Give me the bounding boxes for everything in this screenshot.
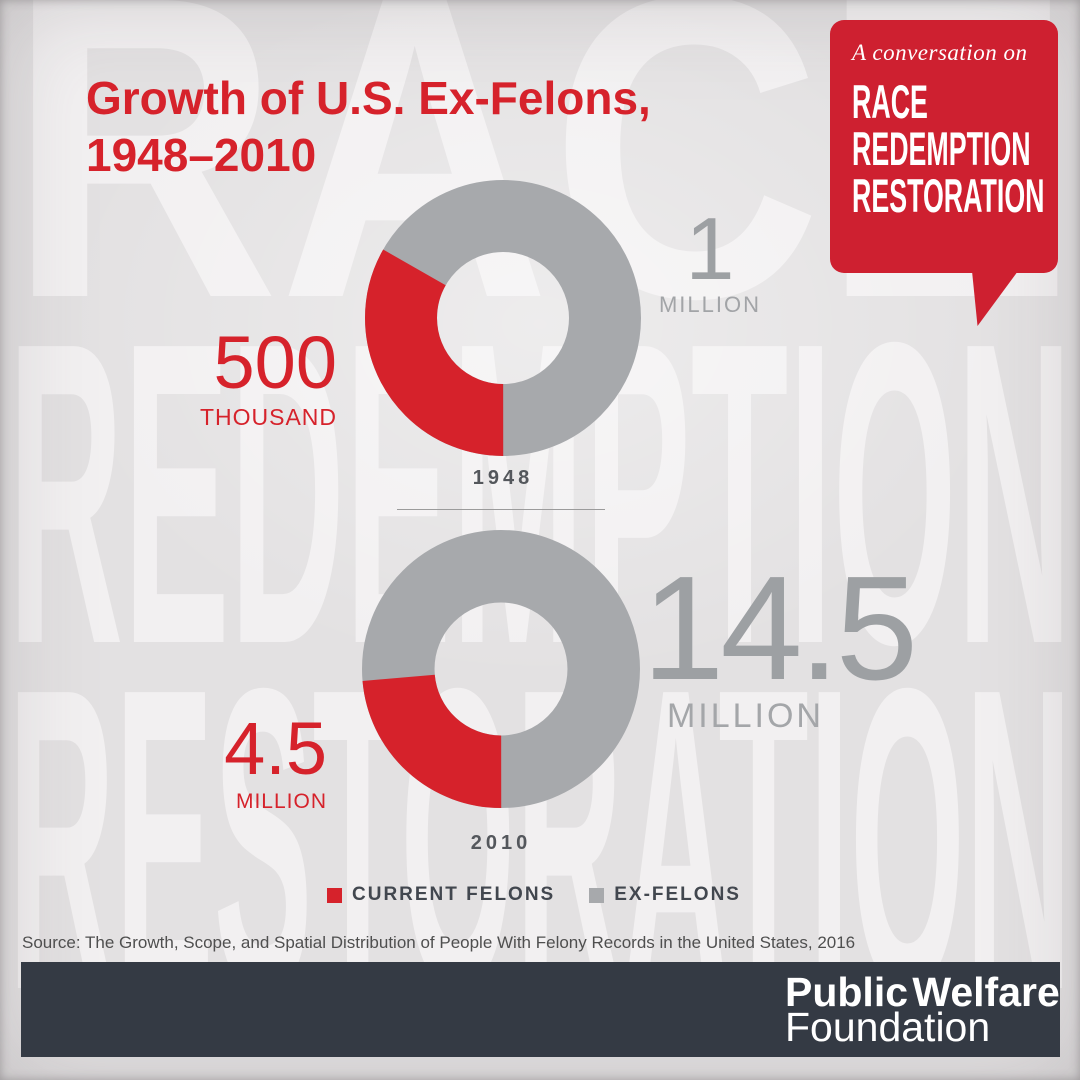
value-number: 1: [685, 199, 735, 298]
legend-swatch-ex-felons: [589, 887, 605, 903]
title-line-1: Growth of U.S. Ex-Felons,: [86, 72, 651, 124]
chart-legend: CURRENT FELONS EX-FELONS: [327, 884, 741, 906]
legend-label: CURRENT FELONS: [352, 884, 556, 905]
logo-line-2: Foundation: [785, 1004, 991, 1050]
badge-headline: RACE REDEMPTION RESTORATION: [852, 78, 1080, 219]
value-number: 500: [213, 321, 337, 404]
page-title: Growth of U.S. Ex-Felons, 1948–2010: [86, 70, 651, 184]
donut-chart-1948: [365, 180, 641, 456]
legend-item-ex-felons: EX-FELONS: [589, 884, 741, 906]
legend-label: EX-FELONS: [614, 884, 741, 905]
current-felons-arc: [362, 530, 640, 808]
badge-word-race: RACE: [852, 75, 928, 128]
chart-divider-line: [397, 509, 605, 510]
value-number: 14.5: [642, 546, 918, 711]
chart-year-label-2010: 2010: [470, 832, 532, 854]
legend-swatch-current-felons: [327, 887, 342, 903]
badge-eyebrow: A conversation on: [852, 40, 1028, 65]
chart-year-label-1948: 1948: [472, 467, 534, 489]
value-unit: THOUSAND: [199, 404, 337, 430]
logo-line-1: Public Welfare: [785, 969, 1060, 1015]
value-unit: MILLION: [658, 292, 762, 317]
footer-bar: Public Welfare Foundation: [21, 962, 1060, 1057]
current-felons-arc: [365, 180, 641, 456]
value-unit: MILLION: [235, 790, 327, 813]
source-citation: Source: The Growth, Scope, and Spatial D…: [22, 933, 856, 952]
value-1948-current: 500 THOUSAND: [199, 321, 337, 431]
watermark-word-redemption: REDEMPTION: [8, 254, 1072, 734]
title-line-2: 1948–2010: [86, 129, 317, 181]
badge-word-restoration: RESTORATION: [852, 169, 1045, 222]
value-1948-exfelons: 1 MILLION: [652, 199, 768, 318]
value-2010-current: 4.5 MILLION: [224, 707, 327, 814]
legend-item-current-felons: CURRENT FELONS: [327, 884, 555, 906]
value-number: 4.5: [224, 707, 327, 790]
badge-word-redemption: REDEMPTION: [852, 122, 1031, 175]
value-unit: MILLION: [666, 697, 824, 735]
conversation-badge: A conversation on RACE REDEMPTION RESTOR…: [830, 20, 1058, 273]
value-2010-exfelons: 14.5 MILLION: [642, 546, 918, 736]
public-welfare-foundation-logo: Public Welfare Foundation: [785, 969, 1060, 1050]
donut-chart-2010: [362, 530, 640, 808]
